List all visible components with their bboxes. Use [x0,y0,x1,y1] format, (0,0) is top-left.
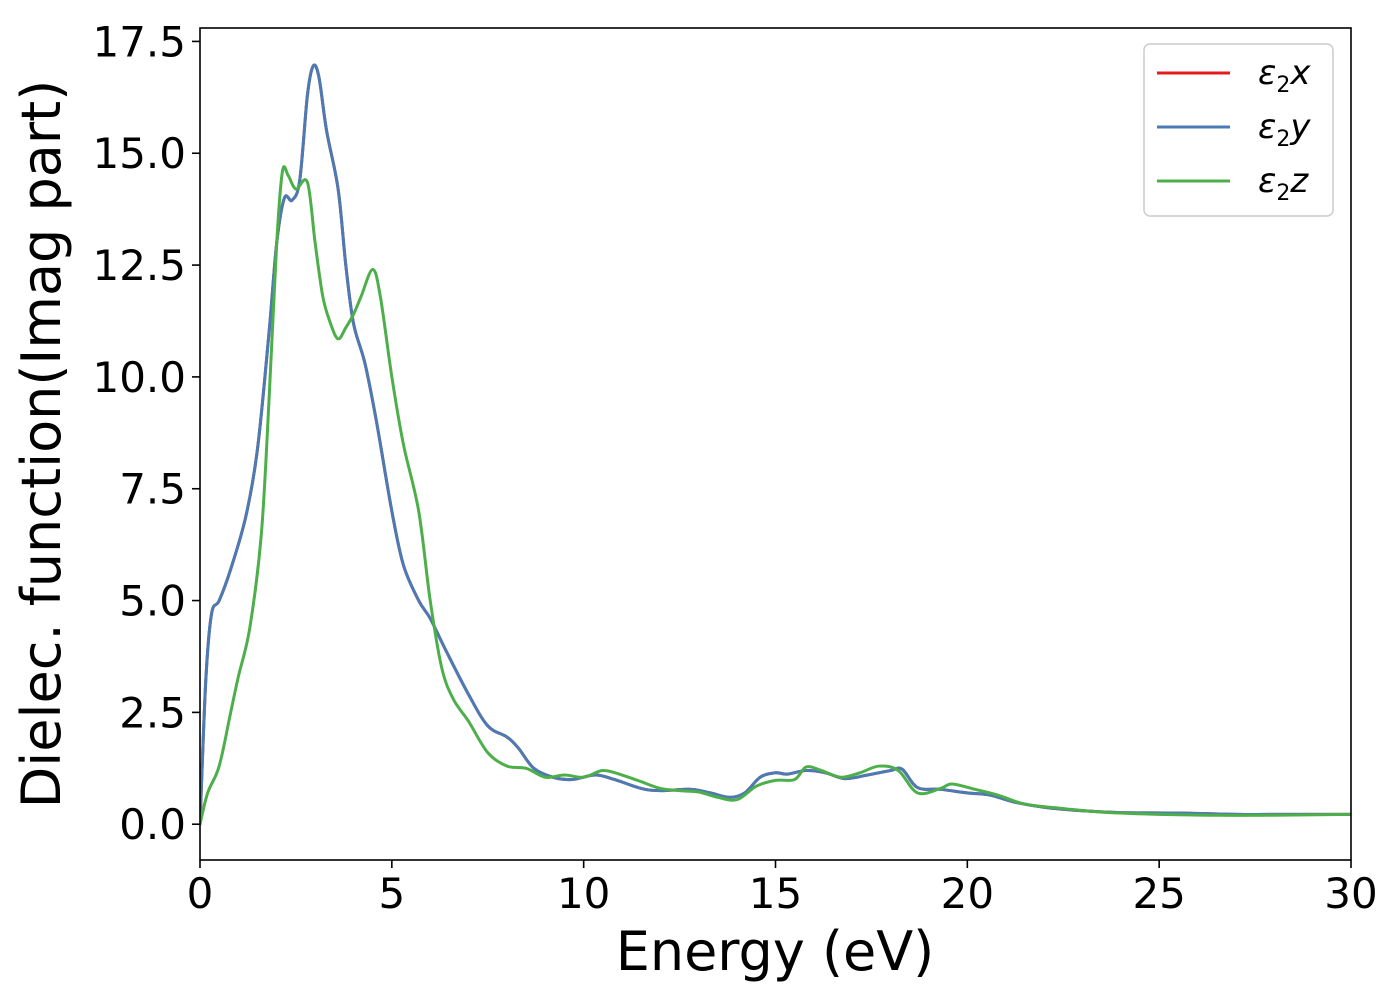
y-tick-label: 2.5 [119,688,186,737]
legend-label-2: ε2y [1258,107,1311,152]
x-tick-label: 10 [557,869,610,918]
x-tick-label: 5 [378,869,405,918]
legend: ε2x ε2y ε2z [1143,43,1334,217]
legend-label-3: ε2z [1258,161,1309,206]
x-tick-label: 20 [941,869,994,918]
x-tick-label: 0 [187,869,214,918]
series-line-3 [200,165,1351,826]
legend-box [1143,43,1334,217]
y-tick-label: 5.0 [119,577,186,626]
y-axis-label: Dielec. function(Imag part) [10,80,73,809]
y-axis-ticks: 0.0 2.5 5.0 7.5 10.0 12.5 15.0 17.5 [92,17,200,849]
legend-label-1: ε2x [1258,53,1311,98]
y-tick-label: 7.5 [119,465,186,514]
y-tick-label: 0.0 [119,800,186,849]
y-tick-label: 12.5 [92,241,186,290]
x-tick-label: 25 [1132,869,1185,918]
y-tick-label: 17.5 [92,17,186,66]
x-tick-label: 15 [749,869,802,918]
y-tick-label: 10.0 [92,353,186,402]
series-line-2 [200,63,1351,826]
y-tick-label: 15.0 [92,129,186,178]
x-axis-ticks: 0 5 10 15 20 25 30 [187,860,1378,918]
x-axis-label: Energy (eV) [616,920,935,983]
series-layer [200,63,1351,826]
x-tick-label: 30 [1324,869,1377,918]
